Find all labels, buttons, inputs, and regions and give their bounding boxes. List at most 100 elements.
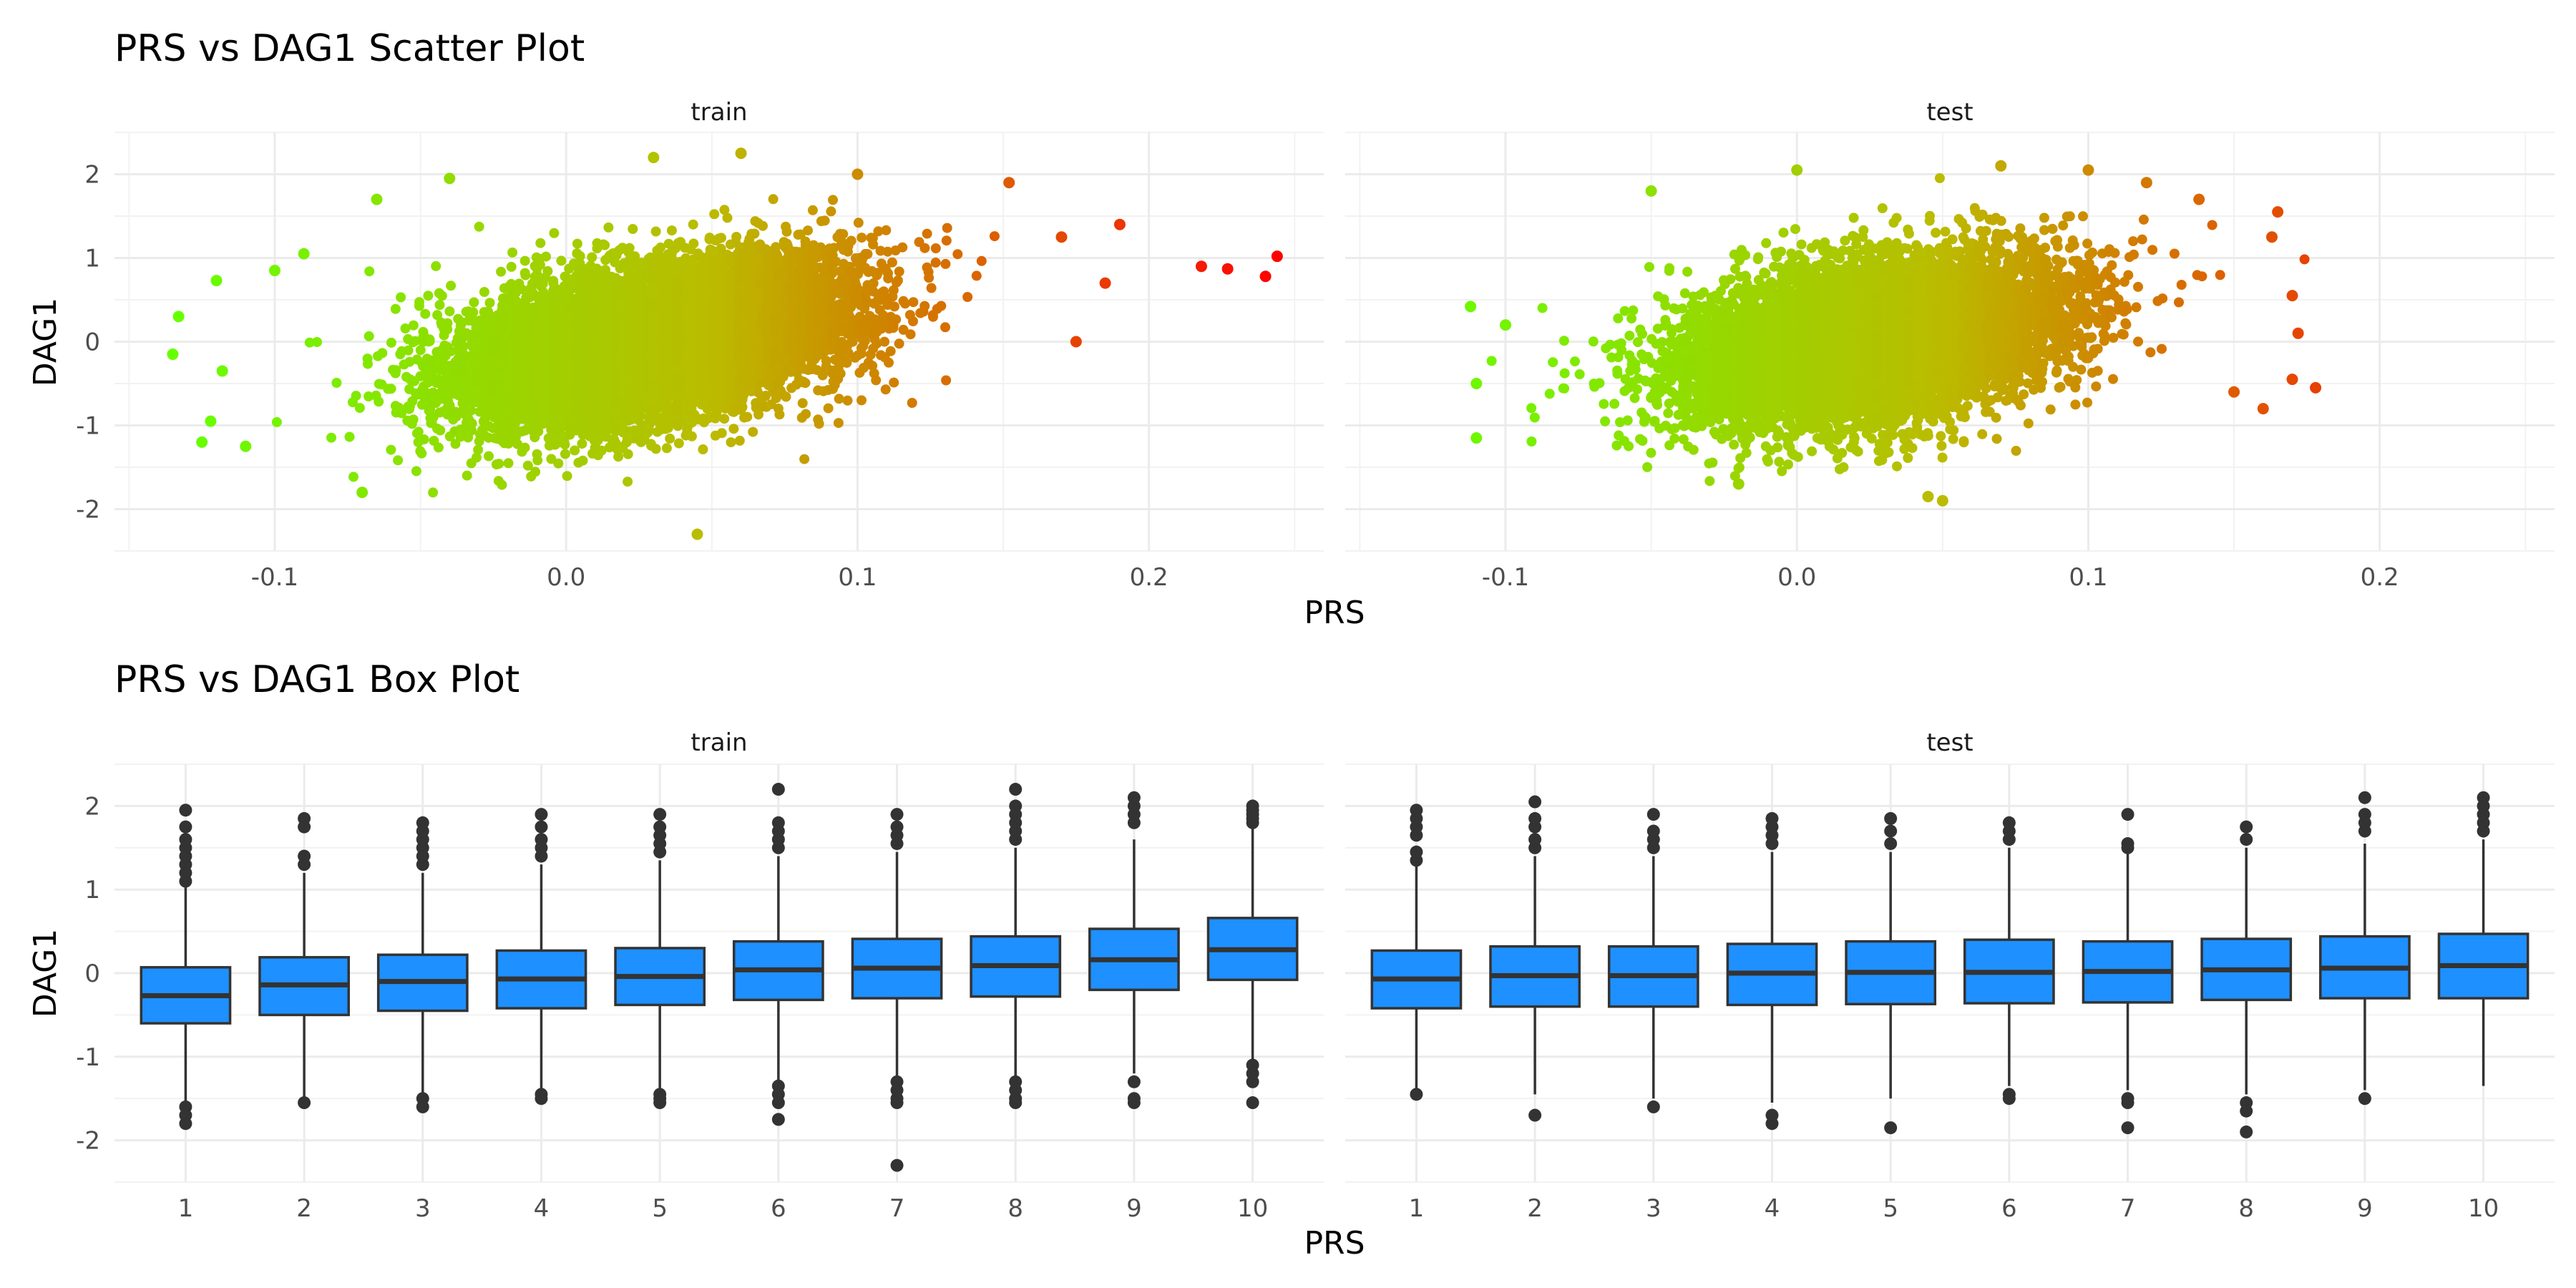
scatter-point <box>371 193 383 205</box>
box-outlier <box>179 804 192 817</box>
box-x-tick-label: 6 <box>2001 1194 2017 1223</box>
scatter-point-cloud <box>836 229 849 360</box>
box-chart: PRS vs DAG1 Box Plot train test -2-1012 … <box>27 658 2555 1262</box>
scatter-point-cloud <box>915 308 926 318</box>
scatter-point-cloud <box>833 228 847 429</box>
scatter-point <box>1055 231 1068 243</box>
scatter-point <box>1499 319 1511 331</box>
scatter-point <box>648 152 660 164</box>
box-outlier <box>535 1092 548 1106</box>
box-outlier <box>416 816 429 829</box>
box-y-axis: -2 -1 0 1 2 <box>76 792 100 1155</box>
box-panel-test <box>1345 763 2555 1183</box>
box-4 <box>495 808 587 1106</box>
scatter-point <box>205 415 217 427</box>
box-outlier <box>1410 1088 1423 1101</box>
box-outlier <box>653 820 667 834</box>
scatter-point-cloud <box>2069 255 2083 410</box>
scatter-point-cloud <box>660 238 675 454</box>
scatter-point-cloud <box>562 263 575 482</box>
box-7 <box>2082 808 2174 1135</box>
box-3 <box>376 816 469 1113</box>
box-outlier <box>535 820 548 834</box>
scatter-point-cloud <box>989 231 1000 242</box>
box-y-tick-label: -1 <box>76 1043 100 1072</box>
scatter-point <box>2140 177 2152 189</box>
scatter-point-cloud <box>711 272 722 404</box>
box-y-tick-label: 1 <box>84 876 100 904</box>
scatter-point-cloud <box>794 247 805 385</box>
scatter-point <box>444 172 456 185</box>
scatter-point-cloud <box>1991 268 2004 403</box>
box-strip-train: train <box>691 728 747 757</box>
scatter-point-cloud <box>869 270 882 386</box>
scatter-point <box>172 311 185 323</box>
scatter-point-cloud <box>1724 311 1736 389</box>
box-x-tick-label: 7 <box>2120 1194 2136 1223</box>
box-2 <box>1489 795 1581 1122</box>
box-outlier <box>2358 808 2371 821</box>
scatter-point-cloud <box>2174 297 2184 308</box>
scatter-point-cloud <box>1611 313 1624 451</box>
box-1 <box>140 804 232 1131</box>
scatter-point-cloud <box>879 225 892 395</box>
scatter-point-cloud <box>1694 313 1704 404</box>
scatter-point <box>2082 164 2094 176</box>
scatter-point-cloud <box>2076 211 2089 375</box>
box-y-tick-label: -2 <box>76 1127 100 1156</box>
scatter-point-cloud <box>836 278 847 288</box>
box-outlier <box>2002 1092 2016 1106</box>
scatter-point-cloud <box>2000 228 2014 406</box>
scatter-point <box>2310 381 2322 394</box>
scatter-y-tick-label: -1 <box>76 412 100 441</box>
scatter-point <box>2292 327 2304 339</box>
scatter-point-cloud <box>444 280 459 441</box>
scatter-point-cloud <box>2299 254 2310 265</box>
box-outlier <box>2240 820 2253 834</box>
scatter-point-cloud <box>962 292 973 303</box>
scatter-y-axis-label: DAG1 <box>27 298 64 387</box>
scatter-point-cloud <box>1599 343 1611 426</box>
scatter-point-cloud <box>2057 220 2069 348</box>
scatter-point-cloud <box>2109 290 2119 301</box>
scatter-point-cloud <box>548 228 560 450</box>
box-outlier <box>1528 795 1542 809</box>
scatter-point-cloud <box>1529 412 1540 423</box>
scatter-point-cloud <box>861 249 874 331</box>
scatter-point-cloud <box>418 326 429 444</box>
scatter-point-cloud <box>2197 271 2207 282</box>
box-8 <box>970 783 1062 1110</box>
box-outlier <box>1410 804 1423 817</box>
scatter-x-tick-label: 0.0 <box>547 563 585 592</box>
box-outlier <box>1410 845 1423 859</box>
box-1 <box>1370 804 1463 1101</box>
box-strip-test: test <box>1926 728 1973 757</box>
scatter-point-cloud <box>851 257 864 361</box>
scatter-point <box>167 348 179 361</box>
scatter-point-cloud <box>1669 304 1682 444</box>
scatter-point-cloud <box>364 266 375 277</box>
scatter-point-cloud <box>926 283 937 293</box>
scatter-point-cloud <box>326 432 336 443</box>
scatter-point-cloud <box>2084 250 2094 269</box>
box-x-tick-label: 3 <box>1646 1194 1662 1223</box>
box-x-tick-label: 8 <box>1008 1194 1023 1223</box>
box-outlier <box>2240 1104 2253 1118</box>
scatter-point <box>1099 277 1111 289</box>
scatter-point-cloud <box>1687 354 1698 379</box>
box-outlier <box>2358 791 2371 804</box>
scatter-panel-test <box>1345 132 2555 552</box>
scatter-point <box>691 528 703 540</box>
scatter-point <box>298 248 310 260</box>
scatter-point-cloud <box>373 351 384 407</box>
box-9 <box>2319 791 2411 1106</box>
box-outlier <box>1127 791 1141 804</box>
scatter-point-cloud <box>2147 245 2158 255</box>
scatter-point-cloud <box>2079 260 2092 364</box>
scatter-point-cloud <box>1795 239 1809 436</box>
scatter-point-cloud <box>2017 232 2029 371</box>
scatter-point-cloud <box>408 320 419 425</box>
box-outlier <box>2121 836 2135 850</box>
scatter-point-cloud <box>885 311 896 356</box>
scatter-point-cloud <box>599 240 613 442</box>
